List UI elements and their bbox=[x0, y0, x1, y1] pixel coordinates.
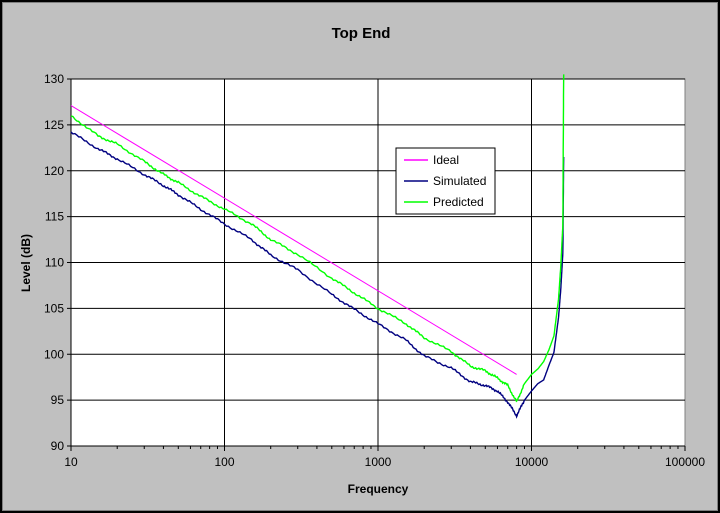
y-axis-ticks: 90 95 100 105 110 115 120 125 130 bbox=[44, 72, 71, 453]
series-group bbox=[70, 74, 565, 419]
legend: Ideal Simulated Predicted bbox=[395, 147, 496, 215]
y-tick-label: 95 bbox=[51, 393, 65, 407]
x-tick-label: 10000 bbox=[515, 455, 549, 469]
series-line-predicted bbox=[70, 74, 565, 403]
y-tick-label: 110 bbox=[45, 256, 64, 270]
y-tick-label: 90 bbox=[51, 439, 65, 453]
chart-title: Top End bbox=[332, 25, 391, 42]
y-tick-label: 100 bbox=[44, 347, 64, 361]
x-tick-label: 1000 bbox=[365, 455, 392, 469]
x-axis-ticks: 10 100 1000 10000 100000 bbox=[64, 446, 705, 469]
y-tick-label: 120 bbox=[44, 164, 64, 178]
y-tick-label: 105 bbox=[44, 301, 64, 315]
x-tick-label: 10 bbox=[64, 455, 78, 469]
x-tick-label: 100 bbox=[214, 455, 234, 469]
legend-label-ideal: Ideal bbox=[433, 153, 459, 167]
legend-label-simulated: Simulated bbox=[433, 174, 486, 188]
x-axis-label: Frequency bbox=[348, 482, 409, 496]
series-line-ideal bbox=[70, 105, 517, 375]
y-tick-label: 125 bbox=[44, 118, 64, 132]
series-line-simulated bbox=[70, 131, 565, 419]
y-tick-label: 115 bbox=[45, 210, 64, 224]
y-axis-label: Level (dB) bbox=[19, 234, 33, 292]
x-tick-label: 100000 bbox=[665, 455, 705, 469]
legend-label-predicted: Predicted bbox=[433, 195, 484, 209]
y-tick-label: 130 bbox=[44, 72, 64, 86]
